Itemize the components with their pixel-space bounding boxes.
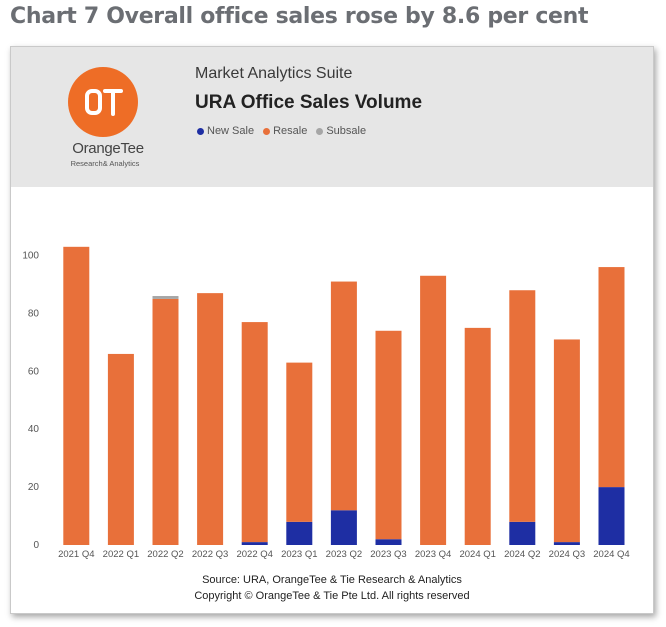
x-tick-label: 2024 Q2 bbox=[504, 549, 540, 560]
x-tick-label: 2024 Q3 bbox=[549, 549, 585, 560]
bar-resale-2023-q4 bbox=[420, 275, 447, 545]
legend-label: New Sale bbox=[207, 125, 255, 137]
legend-dot-icon bbox=[263, 127, 271, 135]
x-tick-label: 2023 Q2 bbox=[326, 549, 362, 560]
bar-resale-2024-q2 bbox=[509, 290, 536, 522]
legend-item-subsale: Subsale bbox=[316, 125, 366, 137]
x-tick-label: 2022 Q2 bbox=[147, 549, 183, 560]
copyright-note: Copyright © OrangeTee & Tie Pte Ltd. All… bbox=[194, 590, 470, 602]
bar-chart: 0 20 40 60 80 100 2021 Q4 2022 Q1 2022 Q2 2022 Q3… bbox=[22, 246, 630, 560]
bar-resale-2022-q3 bbox=[197, 293, 224, 545]
bar-resale-2022-q4 bbox=[241, 322, 268, 543]
bar-resale-2024-q4 bbox=[598, 267, 625, 488]
bar-new-sale-2023-q1 bbox=[286, 521, 313, 545]
source-note: Source: URA, OrangeTee & Tie Research & … bbox=[202, 574, 462, 586]
y-tick-label: 100 bbox=[22, 251, 39, 262]
chart-header: OrangeTee Research& Analytics Market Ana… bbox=[11, 47, 653, 187]
page-title: Chart 7 Overall office sales rose by 8.6… bbox=[10, 4, 589, 29]
legend-label: Resale bbox=[273, 125, 308, 137]
bar-new-sale-2024-q2 bbox=[509, 521, 536, 545]
y-tick-label: 60 bbox=[28, 366, 40, 377]
legend-item-resale: Resale bbox=[263, 125, 307, 137]
bar-new-sale-2024-q4 bbox=[598, 487, 625, 545]
legend-dot-icon bbox=[316, 127, 324, 135]
y-tick-label: 20 bbox=[28, 482, 40, 493]
bar-new-sale-2023-q3 bbox=[375, 539, 402, 545]
y-tick-label: 40 bbox=[28, 424, 40, 435]
bar-resale-2022-q2 bbox=[152, 298, 179, 545]
legend-dot-icon bbox=[197, 127, 204, 135]
y-tick-label: 80 bbox=[28, 308, 40, 319]
legend-item-new-sale: New Sale bbox=[197, 125, 254, 137]
bar-resale-2024-q3 bbox=[553, 339, 580, 543]
bar-subsale-2022-q2 bbox=[152, 296, 179, 299]
bar-resale-2023-q2 bbox=[330, 281, 357, 511]
bar-resale-2024-q1 bbox=[464, 327, 491, 545]
x-tick-label: 2022 Q3 bbox=[192, 549, 228, 560]
bar-new-sale-2022-q4 bbox=[241, 542, 268, 545]
orangetee-logo-icon bbox=[68, 67, 138, 137]
chart-panel: OrangeTee Research& Analytics Market Ana… bbox=[10, 46, 654, 614]
suite-label: Market Analytics Suite bbox=[195, 65, 353, 82]
x-tick-label: 2023 Q1 bbox=[281, 549, 317, 560]
x-tick-label: 2024 Q4 bbox=[593, 549, 629, 560]
x-tick-label: 2022 Q1 bbox=[103, 549, 139, 560]
chart-title: URA Office Sales Volume bbox=[195, 92, 423, 113]
x-tick-label: 2022 Q4 bbox=[236, 549, 272, 560]
bar-resale-2023-q3 bbox=[375, 330, 402, 540]
x-tick-label: 2023 Q3 bbox=[370, 549, 406, 560]
legend-label: Subsale bbox=[326, 125, 367, 137]
bar-resale-2021-q4 bbox=[63, 246, 90, 545]
x-tick-label: 2023 Q4 bbox=[415, 549, 451, 560]
bar-resale-2022-q1 bbox=[107, 353, 134, 545]
y-tick-label: 0 bbox=[33, 540, 39, 551]
x-tick-label: 2021 Q4 bbox=[58, 549, 94, 560]
chart-legend: New Sale Resale Subsale bbox=[197, 125, 366, 137]
logo-subtitle: Research& Analytics bbox=[70, 159, 140, 168]
x-tick-label: 2024 Q1 bbox=[459, 549, 495, 560]
bar-new-sale-2023-q2 bbox=[330, 510, 357, 545]
bar-new-sale-2024-q3 bbox=[553, 542, 580, 545]
bar-resale-2023-q1 bbox=[286, 362, 313, 522]
logo-name: OrangeTee bbox=[72, 140, 144, 157]
